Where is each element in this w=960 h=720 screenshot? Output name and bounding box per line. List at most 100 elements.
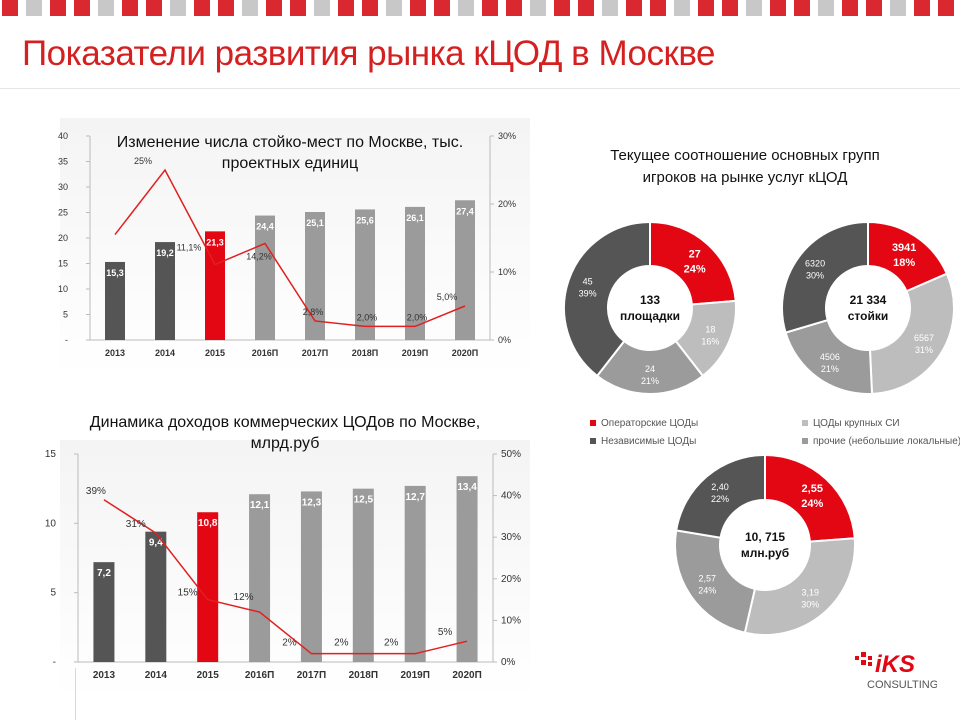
x-tick-label: 2020П	[452, 348, 479, 358]
right-tick-label: 20%	[501, 574, 521, 585]
donut-center-unit: млн.руб	[741, 546, 789, 560]
growth-label: 12%	[234, 592, 254, 603]
slice-value-label: 6320	[805, 259, 825, 269]
bar	[155, 242, 175, 340]
band-stripe	[626, 0, 642, 16]
donut-slice-large	[743, 537, 856, 636]
x-tick-label: 2019П	[400, 670, 429, 681]
left-tick-label: 35	[58, 157, 68, 167]
band-stripe	[530, 0, 546, 16]
x-tick-label: 2014	[155, 348, 175, 358]
donut-slice-large	[868, 272, 955, 395]
slice-percent-label: 24%	[698, 586, 716, 596]
bar-value-label: 25,1	[306, 218, 324, 228]
bar	[145, 531, 167, 662]
growth-label: 2,0%	[407, 312, 428, 322]
bar	[404, 485, 426, 662]
band-stripe	[74, 0, 90, 16]
growth-label: 2%	[282, 638, 297, 649]
legend-swatch	[802, 438, 808, 445]
bar	[405, 206, 425, 340]
band-stripe	[194, 0, 210, 16]
legend-label: прочие (небольшие локальные)	[813, 436, 960, 447]
bar-value-label: 21,3	[206, 237, 224, 247]
legend-item-other: прочие (небольшие локальные)	[802, 436, 960, 447]
left-tick-label: 15	[45, 449, 57, 460]
legend-label: Операторские ЦОДы	[601, 418, 699, 429]
growth-label: 11,1%	[177, 243, 202, 253]
slice-value-label: 45	[583, 277, 593, 287]
band-stripe	[482, 0, 498, 16]
slice-percent-label: 22%	[711, 494, 729, 504]
band-stripe	[386, 0, 402, 16]
x-tick-label: 2014	[145, 670, 168, 681]
pies-group-title: Текущее соотношение основных групп игрок…	[610, 147, 880, 186]
x-tick-label: 2016П	[252, 348, 279, 358]
donut-center-unit: стойки	[848, 309, 888, 323]
slice-value-label: 27	[689, 248, 701, 260]
left-tick-label: 10	[45, 518, 57, 529]
logo-mark-text: iKS	[875, 651, 915, 678]
band-stripe	[506, 0, 522, 16]
x-tick-label: 2020П	[452, 670, 481, 681]
growth-label: 2%	[384, 638, 399, 649]
band-stripe	[410, 0, 426, 16]
bar	[205, 231, 225, 340]
band-stripe	[746, 0, 762, 16]
band-stripe	[2, 0, 18, 16]
slice-percent-label: 21%	[821, 364, 839, 374]
x-tick-label: 2017П	[297, 670, 326, 681]
left-tick-label: 25	[58, 208, 68, 218]
left-tick-label: 5	[63, 310, 68, 320]
band-stripe	[314, 0, 330, 16]
bar	[249, 494, 271, 662]
bar-value-label: 19,2	[156, 248, 174, 258]
left-tick-label: -	[53, 657, 56, 668]
band-stripe	[290, 0, 306, 16]
bar-value-label: 12,1	[250, 500, 270, 511]
x-tick-label: 2013	[105, 348, 125, 358]
slide-title: Показатели развития рынка кЦОД в Москве	[22, 34, 716, 73]
slice-percent-label: 21%	[641, 376, 659, 386]
band-stripe	[50, 0, 66, 16]
band-stripe	[650, 0, 666, 16]
slice-value-label: 3,19	[802, 588, 820, 598]
band-stripe	[866, 0, 882, 16]
slice-percent-label: 31%	[915, 345, 933, 355]
bar-value-label: 15,3	[106, 268, 124, 278]
donut-center-value: 21 334	[850, 293, 887, 307]
title-divider	[0, 88, 960, 89]
iks-consulting-logo: iKS CONSULTING	[853, 648, 938, 692]
racks-bar-line-chart: - 5 10 15 20 25 30 35 40 0% 10% 20% 30% 15,3 2013 19,2 2…	[58, 131, 516, 358]
donut-center-value: 10, 715	[745, 530, 785, 544]
bar-value-label: 25,6	[356, 215, 374, 225]
bar	[352, 488, 374, 662]
top-decorative-band	[2, 0, 954, 16]
chart-panel-bottom	[60, 440, 530, 700]
legend-item-operators: Операторские ЦОДы	[590, 418, 698, 429]
growth-label: 2%	[334, 638, 349, 649]
logo-mark-icon: iKS CONSULTING	[855, 651, 938, 691]
bar	[355, 209, 375, 340]
x-tick-label: 2016П	[245, 670, 274, 681]
legend-item-large: ЦОДы крупных СИ	[802, 418, 900, 429]
band-stripe	[434, 0, 450, 16]
right-tick-label: 10%	[498, 267, 516, 277]
donut-slice-independent	[675, 453, 766, 539]
band-stripe	[818, 0, 834, 16]
left-tick-label: 40	[58, 131, 68, 141]
band-stripe	[122, 0, 138, 16]
right-tick-label: 0%	[498, 335, 511, 345]
band-stripe	[842, 0, 858, 16]
growth-line	[114, 168, 466, 328]
band-stripe	[770, 0, 786, 16]
donut-slice-operators	[764, 453, 856, 543]
band-stripe	[578, 0, 594, 16]
growth-label: 5%	[438, 627, 453, 638]
legend-swatch	[590, 420, 596, 427]
legend-swatch	[802, 420, 808, 427]
growth-label: 39%	[86, 486, 106, 497]
band-stripe	[146, 0, 162, 16]
bar-value-label: 27,4	[456, 206, 474, 216]
slice-percent-label: 24%	[801, 498, 823, 510]
